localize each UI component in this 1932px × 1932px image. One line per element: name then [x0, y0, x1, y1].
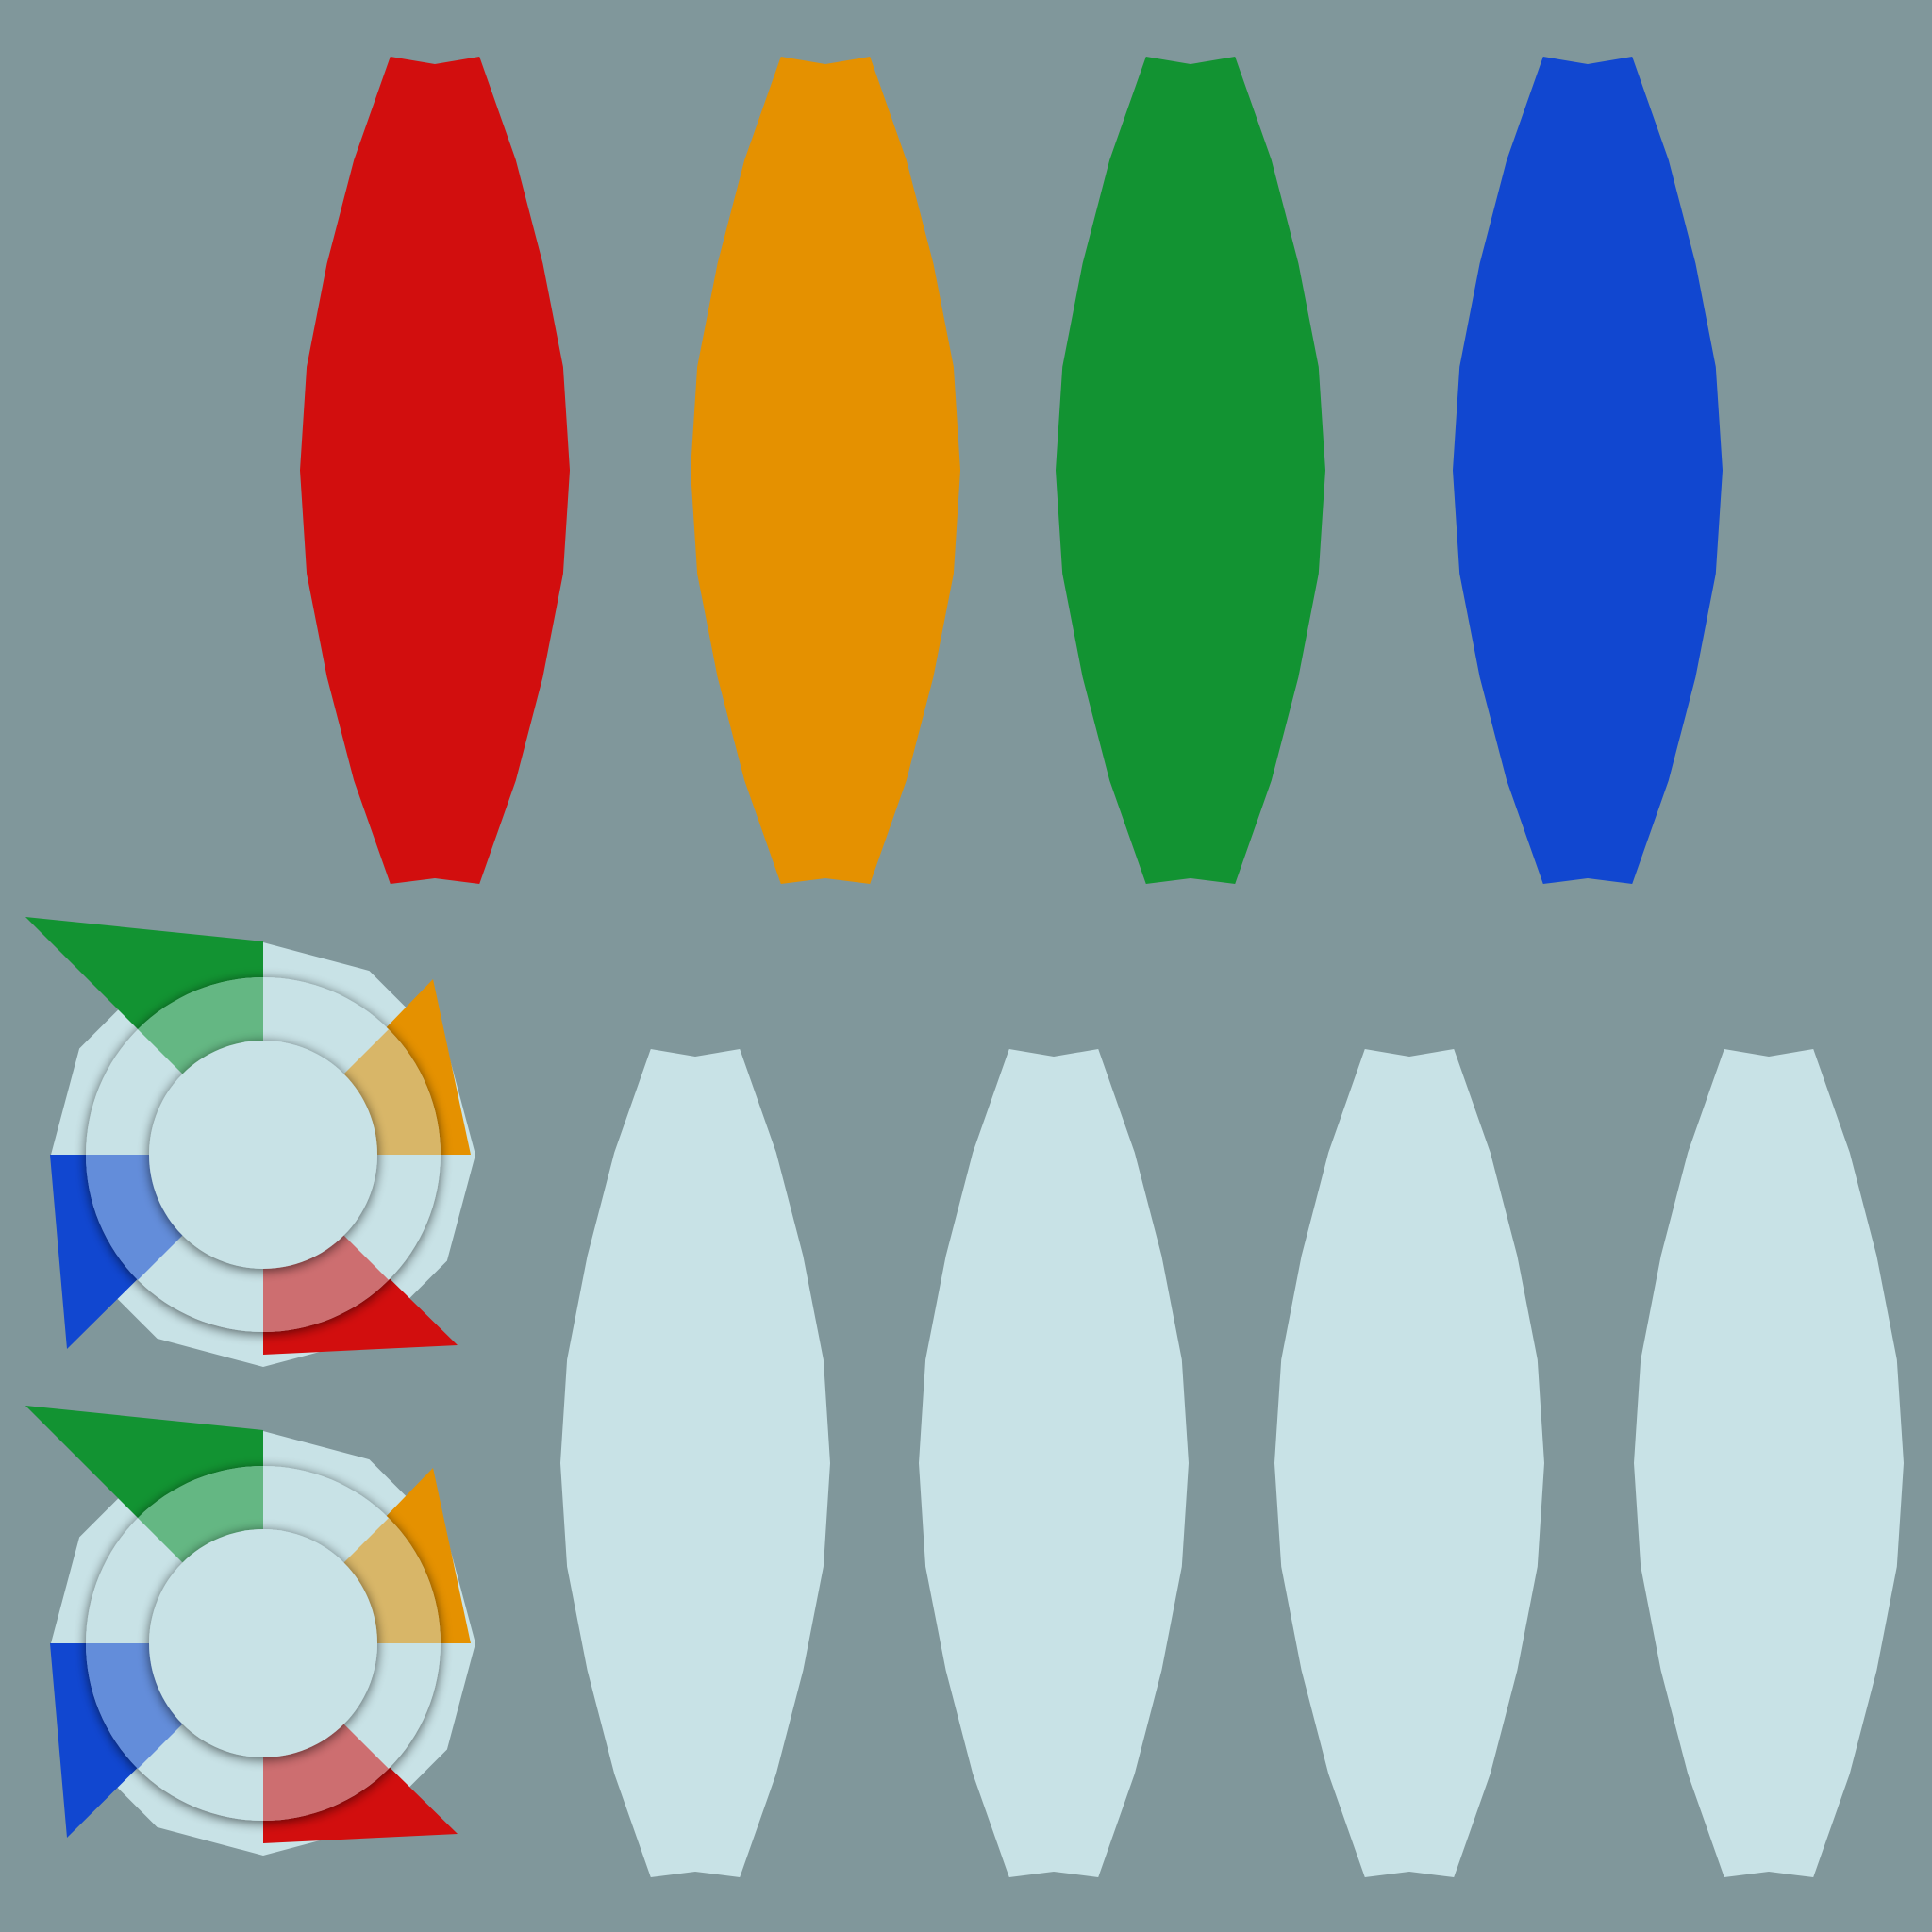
bottom-row	[560, 1049, 1904, 1877]
pinwheel-sector-orange	[342, 1029, 441, 1155]
pinwheel-sector-green	[138, 977, 263, 1075]
pinwheel-sector-orange	[342, 1518, 441, 1643]
pinwheel-lower[interactable]	[25, 1406, 475, 1856]
pale-petal-1[interactable]	[560, 1049, 830, 1877]
pinwheels	[25, 917, 475, 1856]
pale-petal-2[interactable]	[919, 1049, 1189, 1877]
pale-petal-4[interactable]	[1634, 1049, 1904, 1877]
pinwheel-sector-green	[138, 1466, 263, 1564]
pinwheel-sector-blue	[86, 1643, 184, 1769]
orange-petal[interactable]	[691, 57, 960, 884]
pinwheel-hub[interactable]	[149, 1041, 377, 1269]
pinwheel-upper[interactable]	[25, 917, 475, 1367]
blue-petal[interactable]	[1453, 57, 1723, 884]
pinwheel-hub[interactable]	[149, 1529, 377, 1757]
top-row	[300, 57, 1723, 884]
red-petal[interactable]	[300, 57, 570, 884]
pinwheel-sector-red	[263, 1723, 389, 1821]
green-petal[interactable]	[1056, 57, 1325, 884]
pale-petal-3[interactable]	[1274, 1049, 1544, 1877]
pinwheel-sector-red	[263, 1234, 389, 1332]
pinwheel-sector-blue	[86, 1155, 184, 1280]
